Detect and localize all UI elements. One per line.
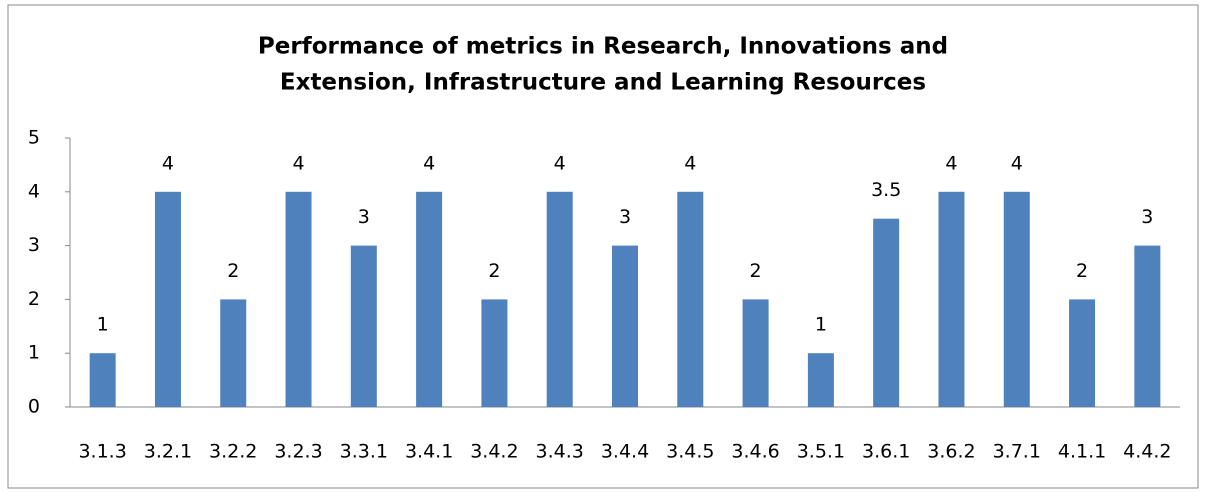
y-tick-label: 0: [28, 396, 40, 418]
bar: [220, 299, 247, 407]
x-tick-label: 3.4.3: [536, 441, 584, 463]
data-label: 4: [292, 152, 304, 174]
x-tick-label: 3.7.1: [993, 441, 1041, 463]
x-tick-label: 3.4.1: [405, 441, 453, 463]
x-tick-label: 3.2.1: [144, 441, 192, 463]
bar: [677, 191, 704, 407]
bar: [546, 191, 573, 407]
bar: [89, 353, 116, 407]
data-label: 3.5: [871, 179, 901, 201]
data-label: 1: [97, 314, 109, 336]
y-tick-label: 3: [28, 234, 40, 256]
data-label: 3: [1141, 206, 1153, 228]
data-label: 2: [750, 260, 762, 282]
bar: [1069, 299, 1096, 407]
x-tick-label: 3.3.1: [340, 441, 388, 463]
x-tick-label: 3.4.4: [601, 441, 649, 463]
x-tick-label: 3.2.3: [274, 441, 322, 463]
data-label: 2: [227, 260, 239, 282]
chart-title: Performance of metrics in Research, Inno…: [258, 34, 948, 60]
x-tick-label: 3.1.3: [78, 441, 126, 463]
data-label: 4: [423, 152, 435, 174]
data-label: 4: [554, 152, 566, 174]
data-label: 4: [684, 152, 696, 174]
data-label: 3: [619, 206, 631, 228]
bar: [873, 218, 900, 407]
data-label: 2: [488, 260, 500, 282]
x-tick-label: 3.2.2: [209, 441, 257, 463]
bar: [350, 245, 377, 407]
x-tick-label: 3.6.2: [927, 441, 975, 463]
bar: [938, 191, 965, 407]
y-tick-label: 2: [28, 288, 40, 310]
bar: [742, 299, 769, 407]
bar: [1003, 191, 1030, 407]
bar: [154, 191, 181, 407]
x-tick-label: 3.4.2: [470, 441, 518, 463]
data-label: 4: [1011, 152, 1023, 174]
data-label: 3: [358, 206, 370, 228]
x-tick-label: 4.1.1: [1058, 441, 1106, 463]
x-tick-label: 3.5.1: [797, 441, 845, 463]
chart-title: Extension, Infrastructure and Learning R…: [280, 70, 926, 96]
bar: [416, 191, 443, 407]
data-label: 1: [815, 314, 827, 336]
bar: [1134, 245, 1161, 407]
x-tick-label: 3.4.5: [666, 441, 714, 463]
bar: [481, 299, 508, 407]
data-label: 2: [1076, 260, 1088, 282]
bar: [807, 353, 834, 407]
y-tick-label: 4: [28, 180, 40, 202]
x-tick-label: 4.4.2: [1123, 441, 1171, 463]
y-tick-label: 1: [28, 342, 40, 364]
x-tick-label: 3.4.6: [731, 441, 779, 463]
bar: [612, 245, 638, 407]
x-tick-label: 3.6.1: [862, 441, 910, 463]
data-label: 4: [945, 152, 957, 174]
bar: [285, 191, 312, 407]
data-label: 4: [162, 152, 174, 174]
y-tick-label: 5: [28, 127, 40, 149]
